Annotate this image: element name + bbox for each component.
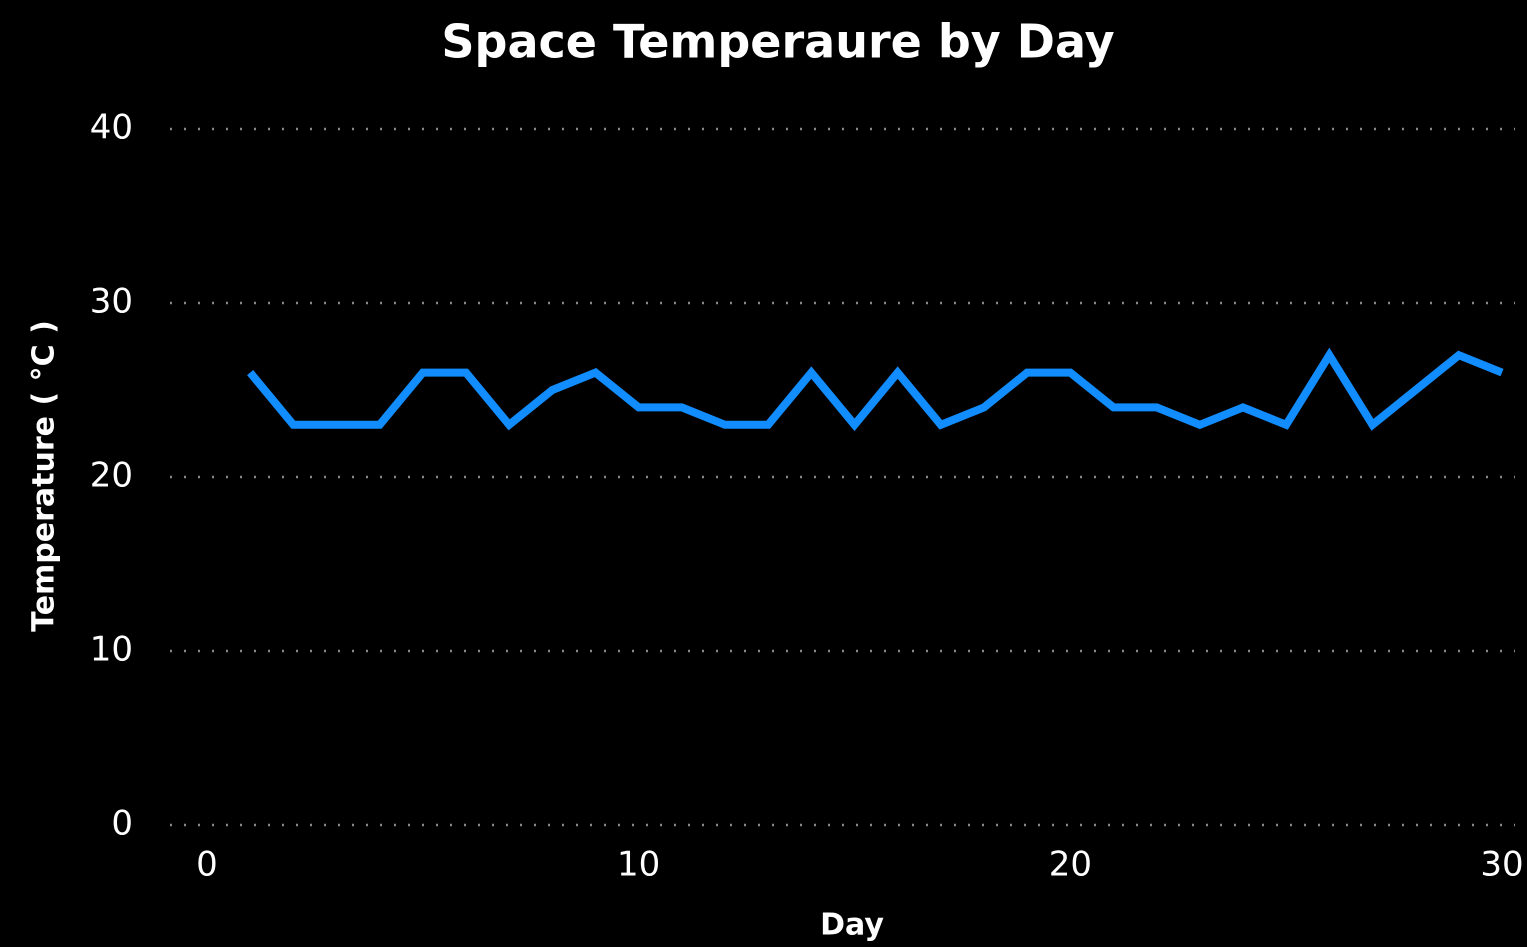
y-tick-label: 10 xyxy=(90,630,133,670)
y-tick-label: 30 xyxy=(90,282,133,322)
y-tick-label: 20 xyxy=(90,456,133,496)
chart-title: Space Temperaure by Day xyxy=(441,15,1114,69)
x-tick-label: 0 xyxy=(196,845,218,885)
x-axis-label: Day xyxy=(820,908,884,943)
y-axis-label: Temperature ( °C ) xyxy=(27,320,62,632)
y-tick-label: 40 xyxy=(90,108,133,148)
y-tick-label: 0 xyxy=(111,804,133,844)
x-tick-label: 10 xyxy=(617,845,660,885)
x-tick-label: 30 xyxy=(1480,845,1523,885)
x-tick-label: 20 xyxy=(1049,845,1092,885)
data-line xyxy=(247,347,1504,432)
